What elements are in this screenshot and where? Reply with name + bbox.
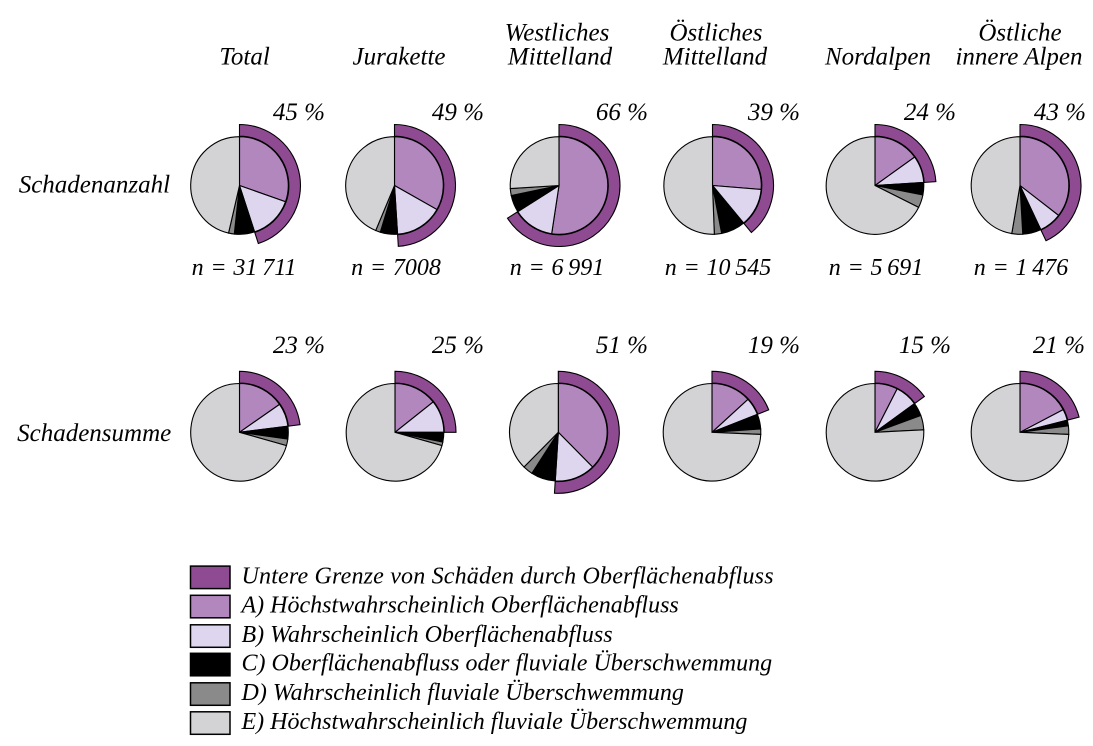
- svg-text:15 %: 15 %: [899, 332, 951, 359]
- svg-text:43 %: 43 %: [1034, 99, 1086, 126]
- svg-text:19 %: 19 %: [748, 332, 800, 359]
- svg-text:66 %: 66 %: [596, 99, 648, 126]
- svg-text:n = 6 991: n = 6 991: [510, 255, 605, 281]
- svg-text:n = 5 691: n = 5 691: [829, 255, 924, 281]
- svg-text:n = 7008: n = 7008: [351, 255, 441, 281]
- svg-text:24 %: 24 %: [904, 99, 956, 126]
- svg-text:51 %: 51 %: [596, 332, 648, 359]
- svg-text:49 %: 49 %: [432, 99, 484, 126]
- svg-text:Westliches: Westliches: [505, 20, 610, 47]
- svg-text:Östliche: Östliche: [978, 19, 1061, 47]
- svg-text:45 %: 45 %: [273, 99, 325, 126]
- svg-text:Jurakette: Jurakette: [352, 44, 445, 71]
- svg-text:Untere Grenze von Schäden durc: Untere Grenze von Schäden durch Oberfläc…: [242, 563, 774, 589]
- svg-text:Mittelland: Mittelland: [507, 44, 613, 71]
- svg-text:D) Wahrscheinlich fluviale Übe: D) Wahrscheinlich fluviale Überschwemmun…: [241, 680, 684, 706]
- svg-text:Total: Total: [219, 44, 270, 71]
- svg-text:E) Höchstwahrscheinlich fluvia: E) Höchstwahrscheinlich fluviale Übersch…: [241, 709, 748, 735]
- svg-text:B) Wahrscheinlich Oberflächena: B) Wahrscheinlich Oberflächenabfluss: [242, 622, 613, 648]
- svg-text:23 %: 23 %: [273, 332, 325, 359]
- svg-text:25 %: 25 %: [432, 332, 484, 359]
- svg-text:Mittelland: Mittelland: [662, 44, 768, 71]
- svg-text:n = 1 476: n = 1 476: [974, 255, 1069, 281]
- svg-text:39 %: 39 %: [747, 99, 800, 126]
- svg-text:innere Alpen: innere Alpen: [955, 44, 1082, 71]
- svg-text:C) Oberflächenabfluss oder flu: C) Oberflächenabfluss oder fluviale Über…: [242, 651, 773, 677]
- svg-text:Nordalpen: Nordalpen: [824, 44, 931, 71]
- svg-text:A) Höchstwahrscheinlich Oberfl: A) Höchstwahrscheinlich Oberflächenabflu…: [240, 593, 679, 619]
- svg-text:n = 10 545: n = 10 545: [665, 255, 772, 281]
- svg-text:n = 31 711: n = 31 711: [192, 255, 297, 281]
- svg-text:Schadensumme: Schadensumme: [17, 420, 171, 447]
- svg-text:21 %: 21 %: [1033, 332, 1085, 359]
- svg-text:Schadenanzahl: Schadenanzahl: [19, 172, 170, 199]
- svg-text:Östliches: Östliches: [669, 19, 762, 47]
